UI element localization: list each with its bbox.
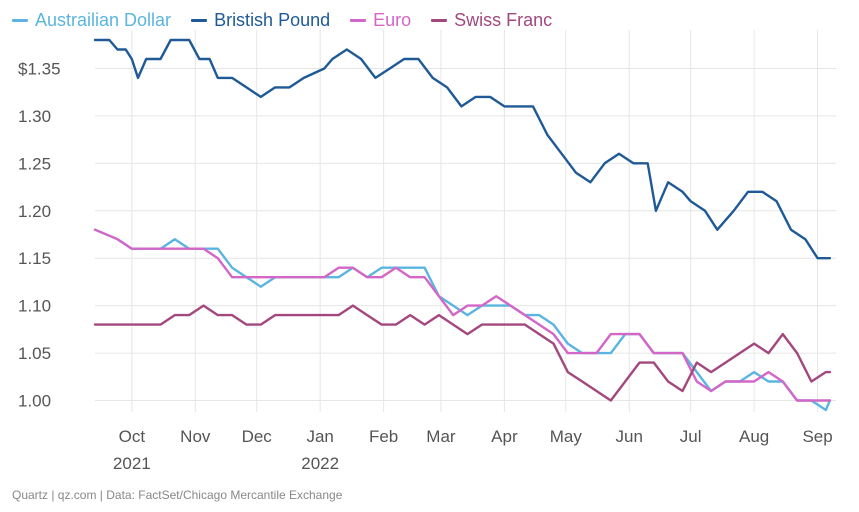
legend-item-aud: Austrailian Dollar xyxy=(12,10,171,31)
y-tick-label: 1.30 xyxy=(18,107,51,126)
x-tick-label: Jan xyxy=(306,427,333,446)
x-axis: Oct 2021 Nov Dec Jan 2022 Feb Mar Apr May Jun Jul Au… xyxy=(113,427,833,473)
series-line-euro xyxy=(93,228,832,402)
legend-item-chf: Swiss Franc xyxy=(431,10,552,31)
y-tick-label: 1.10 xyxy=(18,297,51,316)
series-line-swiss-franc xyxy=(93,304,832,402)
x-tick-label: Feb xyxy=(369,427,398,446)
x-tick-label: Jul xyxy=(680,427,702,446)
x-year-label: 2022 xyxy=(301,454,339,473)
y-tick-label: 1.25 xyxy=(18,154,51,173)
legend-label-chf: Swiss Franc xyxy=(454,10,553,30)
x-year-label: 2021 xyxy=(113,454,151,473)
series-line-austrailian-dollar xyxy=(93,228,832,412)
y-tick-label: $1.35 xyxy=(18,59,61,78)
legend: Austrailian Dollar Bristish Pound Euro S… xyxy=(12,10,552,31)
x-tick-label: Aug xyxy=(739,427,769,446)
legend-label-gbp: Bristish Pound xyxy=(214,10,331,30)
series-line-bristish-pound xyxy=(93,38,832,260)
y-tick-label: 1.15 xyxy=(18,249,51,268)
legend-swatch-aud xyxy=(12,19,28,22)
x-tick-label: May xyxy=(550,427,583,446)
x-tick-label: Oct xyxy=(119,427,146,446)
legend-swatch-gbp xyxy=(191,19,208,22)
x-tick-label: Sep xyxy=(802,427,832,446)
x-tick-label: Dec xyxy=(242,427,273,446)
y-axis: 1.00 1.05 1.10 1.15 1.20 1.25 1.30 $1.35 xyxy=(18,59,61,410)
legend-item-gbp: Bristish Pound xyxy=(191,10,330,31)
legend-swatch-eur xyxy=(350,19,367,22)
y-tick-label: 1.05 xyxy=(18,344,51,363)
source-note: Quartz | qz.com | Data: FactSet/Chicago … xyxy=(12,488,343,502)
legend-label-eur: Euro xyxy=(373,10,412,30)
legend-swatch-chf xyxy=(431,19,448,22)
x-tick-label: Jun xyxy=(616,427,643,446)
x-tick-label: Mar xyxy=(426,427,456,446)
y-tick-label: 1.20 xyxy=(18,202,51,221)
legend-label-aud: Austrailian Dollar xyxy=(35,10,172,30)
y-tick-label: 1.00 xyxy=(18,392,51,411)
series-lines xyxy=(93,38,832,412)
x-tick-label: Nov xyxy=(180,427,211,446)
legend-item-eur: Euro xyxy=(350,10,411,31)
x-tick-label: Apr xyxy=(491,427,518,446)
